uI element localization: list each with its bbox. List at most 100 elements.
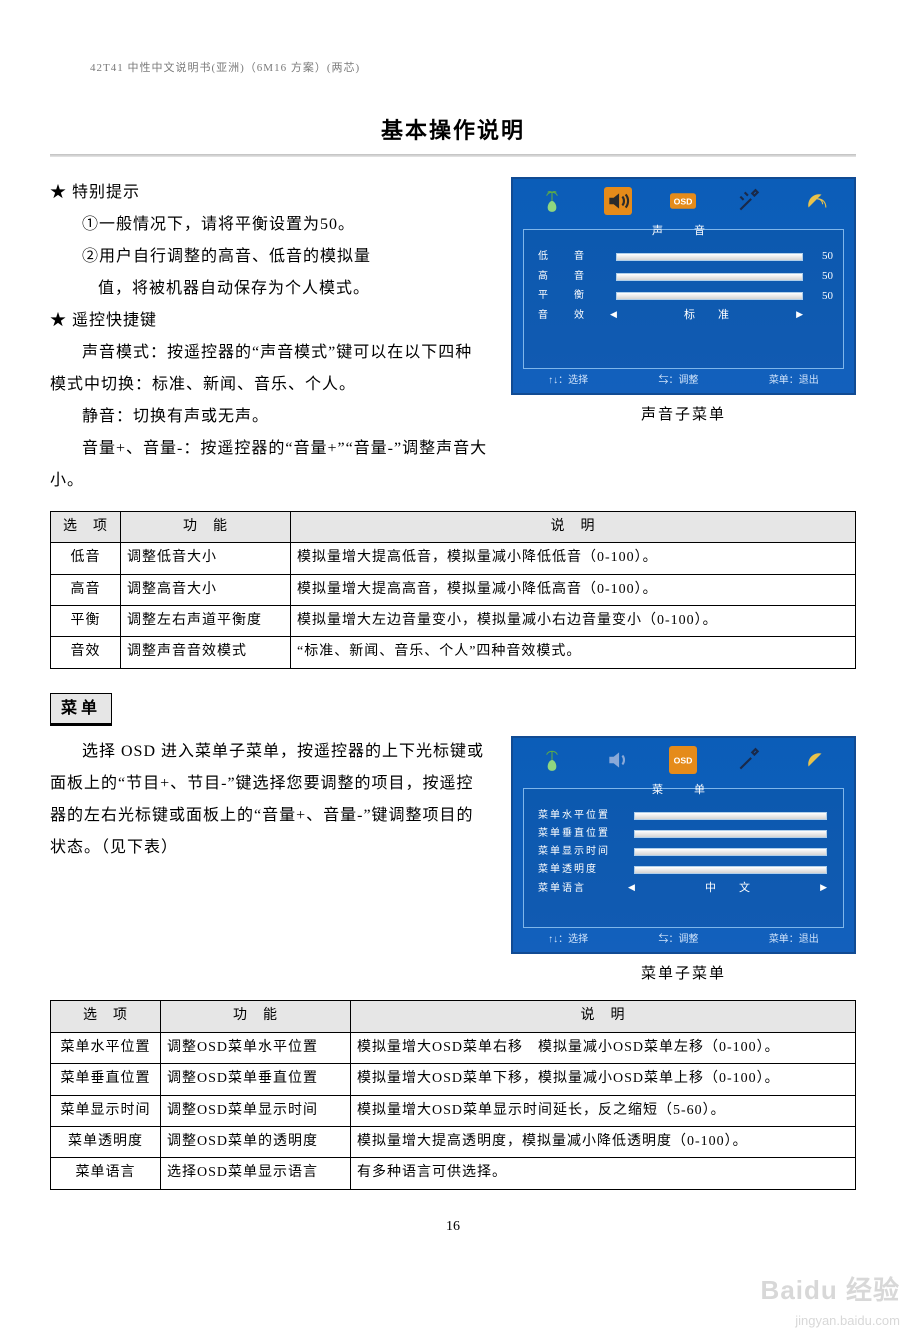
slider-bar <box>616 292 803 300</box>
osd-label: 音 效 <box>538 308 610 324</box>
td: 有多种语言可供选择。 <box>351 1158 856 1189</box>
osd-row: 菜单显示时间 <box>524 843 843 861</box>
osd-label: 菜单水平位置 <box>538 808 628 824</box>
td: 平衡 <box>51 605 121 636</box>
osd-value: 50 <box>809 288 833 306</box>
svg-text:OSD: OSD <box>674 196 693 206</box>
td: 模拟量增大OSD菜单右移 模拟量减小OSD菜单左移（0-100）。 <box>351 1032 856 1063</box>
osd-inner: 声 音 低 音50 高 音50 平 衡50 音 效标 准 <box>523 229 844 369</box>
th: 选 项 <box>51 511 121 542</box>
tip-line: ①一般情况下，请将平衡设置为50。 <box>50 209 489 241</box>
watermark: Baidu 经验 jingyan.baidu.com <box>0 1278 906 1338</box>
td: 调整高音大小 <box>121 574 291 605</box>
osd-icon: OSD <box>669 187 697 215</box>
osd-label: 菜单透明度 <box>538 862 628 878</box>
tip-line: 值，将被机器自动保存为个人模式。 <box>50 273 489 305</box>
th: 功 能 <box>121 511 291 542</box>
page-number: 16 <box>50 1216 856 1238</box>
osd-footer: ↑↓：选择 ⇆：调整 菜单：退出 <box>513 373 854 389</box>
osd-icon: OSD <box>669 746 697 774</box>
doc-header: 42T41 中性中文说明书(亚洲)（6M16 方案）(两芯) <box>90 60 856 78</box>
slider-bar <box>634 866 827 874</box>
table-head-row: 选 项 功 能 说 明 <box>51 1001 856 1032</box>
osd-row: 菜单透明度 <box>524 861 843 879</box>
osd-label: 平 衡 <box>538 288 610 304</box>
osd-row: 菜单语言中 文 <box>524 879 843 899</box>
table-row: 菜单透明度调整OSD菜单的透明度模拟量增大提高透明度，模拟量减小降低透明度（0-… <box>51 1126 856 1157</box>
osd-row: 菜单垂直位置 <box>524 825 843 843</box>
osd-label: 菜单显示时间 <box>538 844 628 860</box>
td: 调整低音大小 <box>121 543 291 574</box>
osd-heading: 声 音 <box>524 223 843 241</box>
osd-row: 低 音 50 <box>524 247 843 267</box>
svg-text:OSD: OSD <box>674 756 693 766</box>
osd-caption: 声音子菜单 <box>641 403 726 427</box>
osd-value: 50 <box>809 248 833 266</box>
tools-icon <box>735 187 763 215</box>
sound-icon <box>604 187 632 215</box>
menu-section-label: 菜单 <box>50 693 112 727</box>
td: 菜单显示时间 <box>51 1095 161 1126</box>
td: 调整声音音效模式 <box>121 637 291 668</box>
osd-row: 音 效标 准 <box>524 306 843 326</box>
text-column: 选择 OSD 进入菜单子菜单，按遥控器的上下光标键或面板上的“节目+、节目-”键… <box>50 736 489 864</box>
td: 菜单语言 <box>51 1158 161 1189</box>
th: 说 明 <box>291 511 856 542</box>
table-row: 菜单垂直位置调整OSD菜单垂直位置模拟量增大OSD菜单下移，模拟量减小OSD菜单… <box>51 1064 856 1095</box>
td: 菜单垂直位置 <box>51 1064 161 1095</box>
watermark-brand: Baidu 经验 <box>761 1270 900 1312</box>
table-row: 高音调整高音大小模拟量增大提高高音，模拟量减小降低高音（0-100）。 <box>51 574 856 605</box>
watermark-sub: jingyan.baidu.com <box>761 1311 900 1332</box>
page: 42T41 中性中文说明书(亚洲)（6M16 方案）(两芯) 基本操作说明 特别… <box>0 0 906 1278</box>
text-column: 特别提示 ①一般情况下，请将平衡设置为50。 ②用户自行调整的高音、低音的模拟量… <box>50 177 489 497</box>
td: 调整OSD菜单显示时间 <box>161 1095 351 1126</box>
osd-footer-item: ↑↓：选择 <box>548 373 588 389</box>
osd-footer-item: 菜单：退出 <box>769 373 819 389</box>
title-rule <box>50 154 856 157</box>
osd-footer-item: ⇆：调整 <box>658 932 698 948</box>
osd-label: 菜单垂直位置 <box>538 826 628 842</box>
osd-icon-row: OSD <box>513 738 854 782</box>
th: 选 项 <box>51 1001 161 1032</box>
td: “标准、新闻、音乐、个人”四种音效模式。 <box>291 637 856 668</box>
slider-bar <box>634 830 827 838</box>
osd-label: 菜单语言 <box>538 881 628 897</box>
tools-icon <box>735 746 763 774</box>
osd-value: 50 <box>809 268 833 286</box>
osd-menu-wrap: OSD 菜 单 菜单水平位置 菜单垂直位置 菜单显示时间 菜单透明度 菜单语言中… <box>511 736 856 986</box>
osd-footer-item: ⇆：调整 <box>658 373 698 389</box>
menu-para: 选择 OSD 进入菜单子菜单，按遥控器的上下光标键或面板上的“节目+、节目-”键… <box>50 736 489 864</box>
table-row: 菜单语言选择OSD菜单显示语言有多种语言可供选择。 <box>51 1158 856 1189</box>
table-head-row: 选 项 功 能 说 明 <box>51 511 856 542</box>
osd-label: 低 音 <box>538 249 610 265</box>
menu-table: 选 项 功 能 说 明 菜单水平位置调整OSD菜单水平位置模拟量增大OSD菜单右… <box>50 1000 856 1189</box>
section-sound: 特别提示 ①一般情况下，请将平衡设置为50。 ②用户自行调整的高音、低音的模拟量… <box>50 177 856 497</box>
osd-inner: 菜 单 菜单水平位置 菜单垂直位置 菜单显示时间 菜单透明度 菜单语言中 文 <box>523 788 844 928</box>
osd-row: 平 衡 50 <box>524 287 843 307</box>
osd-sound-wrap: OSD 声 音 低 音50 高 音50 平 衡50 音 效标 准 ↑↓：选择 ⇆… <box>511 177 856 427</box>
remote-heading: 遥控快捷键 <box>50 305 489 337</box>
page-title: 基本操作说明 <box>50 113 856 148</box>
td: 调整OSD菜单的透明度 <box>161 1126 351 1157</box>
remote-p: 音量+、音量-：按遥控器的“音量+”“音量-”调整声音大小。 <box>50 433 489 497</box>
td: 菜单水平位置 <box>51 1032 161 1063</box>
dish-icon <box>801 746 829 774</box>
osd-heading: 菜 单 <box>524 782 843 800</box>
osd-sound: OSD 声 音 低 音50 高 音50 平 衡50 音 效标 准 ↑↓：选择 ⇆… <box>511 177 856 395</box>
tip-line: ②用户自行调整的高音、低音的模拟量 <box>50 241 489 273</box>
remote-p: 静音：切换有声或无声。 <box>50 401 489 433</box>
osd-row: 菜单水平位置 <box>524 807 843 825</box>
slider-bar <box>616 273 803 281</box>
section-menu: 选择 OSD 进入菜单子菜单，按遥控器的上下光标键或面板上的“节目+、节目-”键… <box>50 736 856 986</box>
td: 模拟量增大左边音量变小，模拟量减小右边音量变小（0-100）。 <box>291 605 856 636</box>
td: 调整OSD菜单垂直位置 <box>161 1064 351 1095</box>
td: 音效 <box>51 637 121 668</box>
tips-heading: 特别提示 <box>50 177 489 209</box>
td: 模拟量增大提高低音，模拟量减小降低低音（0-100）。 <box>291 543 856 574</box>
osd-footer-item: 菜单：退出 <box>769 932 819 948</box>
th: 功 能 <box>161 1001 351 1032</box>
osd-select: 标 准 <box>610 307 809 325</box>
remote-p: 声音模式：按遥控器的“声音模式”键可以在以下四种模式中切换：标准、新闻、音乐、个… <box>50 337 489 401</box>
td: 选择OSD菜单显示语言 <box>161 1158 351 1189</box>
table-row: 音效调整声音音效模式“标准、新闻、音乐、个人”四种音效模式。 <box>51 637 856 668</box>
